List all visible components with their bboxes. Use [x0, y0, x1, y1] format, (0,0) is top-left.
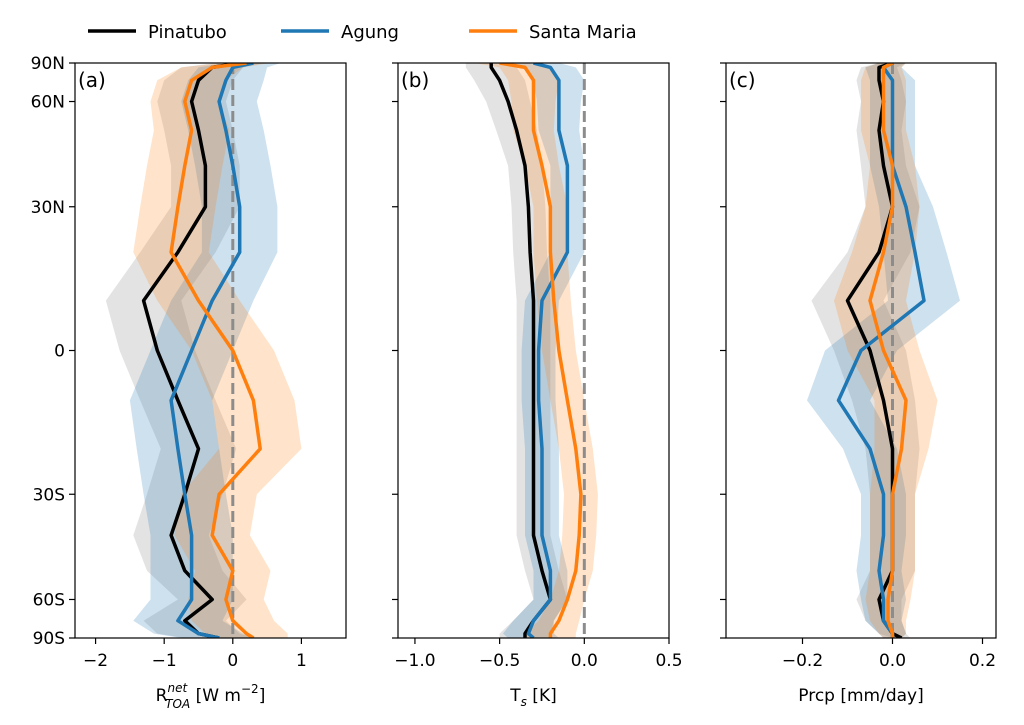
plot-area-c: [807, 63, 960, 638]
legend: Pinatubo Agung Santa Maria: [88, 22, 637, 43]
panel-b: −1.0 −0.5 0.0 0.5 (b) Ts [K]: [392, 62, 683, 709]
series-line-agung: [169, 63, 254, 638]
x-tick-label: −0.2: [782, 651, 823, 671]
legend-label-pinatubo: Pinatubo: [148, 22, 227, 43]
panel-c: −0.2 0.0 0.2 (c) Prcp [mm/day]: [720, 62, 997, 706]
x-tick-label: −1: [152, 651, 177, 671]
legend-label-santa-maria: Santa Maria: [529, 22, 637, 43]
panel-label: (c): [729, 68, 756, 92]
series-line-agung: [526, 63, 570, 638]
series-line-santa-maria: [868, 63, 908, 638]
panels: 90N 60N 30N 0 30S 60S 90S −2 −1 0 1 (a) Rnet TOA [W m…: [31, 54, 997, 711]
panel-a: 90N 60N 30N 0 30S 60S 90S −2 −1 0 1 (a) Rnet TOA [W m…: [31, 54, 347, 711]
series-line-agung: [836, 63, 926, 638]
y-tick-label: 0: [54, 342, 65, 362]
panel-label: (a): [78, 68, 106, 92]
panel-label: (b): [401, 68, 429, 92]
x-tick-label: −0.5: [479, 651, 520, 671]
x-axis-label: Ts [K]: [509, 686, 556, 709]
spread-band-agung: [503, 63, 585, 638]
y-tick-label: 60N: [31, 93, 65, 113]
x-axis-label: Rnet TOA [W m−2]: [156, 681, 266, 711]
y-tick-label: 30N: [31, 198, 65, 218]
spread-band-santa-maria: [133, 63, 302, 638]
x-tick-label: −2: [83, 651, 108, 671]
y-tick-label: 90S: [33, 629, 65, 649]
x-tick-label: 0.0: [879, 651, 906, 671]
spread-band-agung: [129, 63, 281, 638]
plot-area-b: [465, 63, 598, 638]
x-tick-label: 0.0: [571, 651, 598, 671]
spread-band-pinatubo: [105, 63, 264, 638]
x-tick-label: 0: [227, 651, 238, 671]
x-axis-label: Prcp [mm/day]: [798, 686, 924, 706]
spread-band-santa-maria: [834, 63, 938, 638]
y-tick-label: 30S: [33, 485, 65, 505]
y-tick-label: 90N: [31, 54, 65, 74]
x-tick-label: 1: [296, 651, 307, 671]
x-tick-label: 0.2: [969, 651, 996, 671]
x-tick-label: 0.5: [655, 651, 682, 671]
plot-area-a: [105, 63, 302, 638]
series-line-santa-maria: [499, 63, 583, 638]
x-tick-label: −1.0: [394, 651, 435, 671]
legend-label-agung: Agung: [341, 22, 399, 43]
y-tick-label: 60S: [33, 590, 65, 610]
series-line-pinatubo: [141, 63, 240, 638]
series-line-santa-maria: [169, 63, 262, 638]
